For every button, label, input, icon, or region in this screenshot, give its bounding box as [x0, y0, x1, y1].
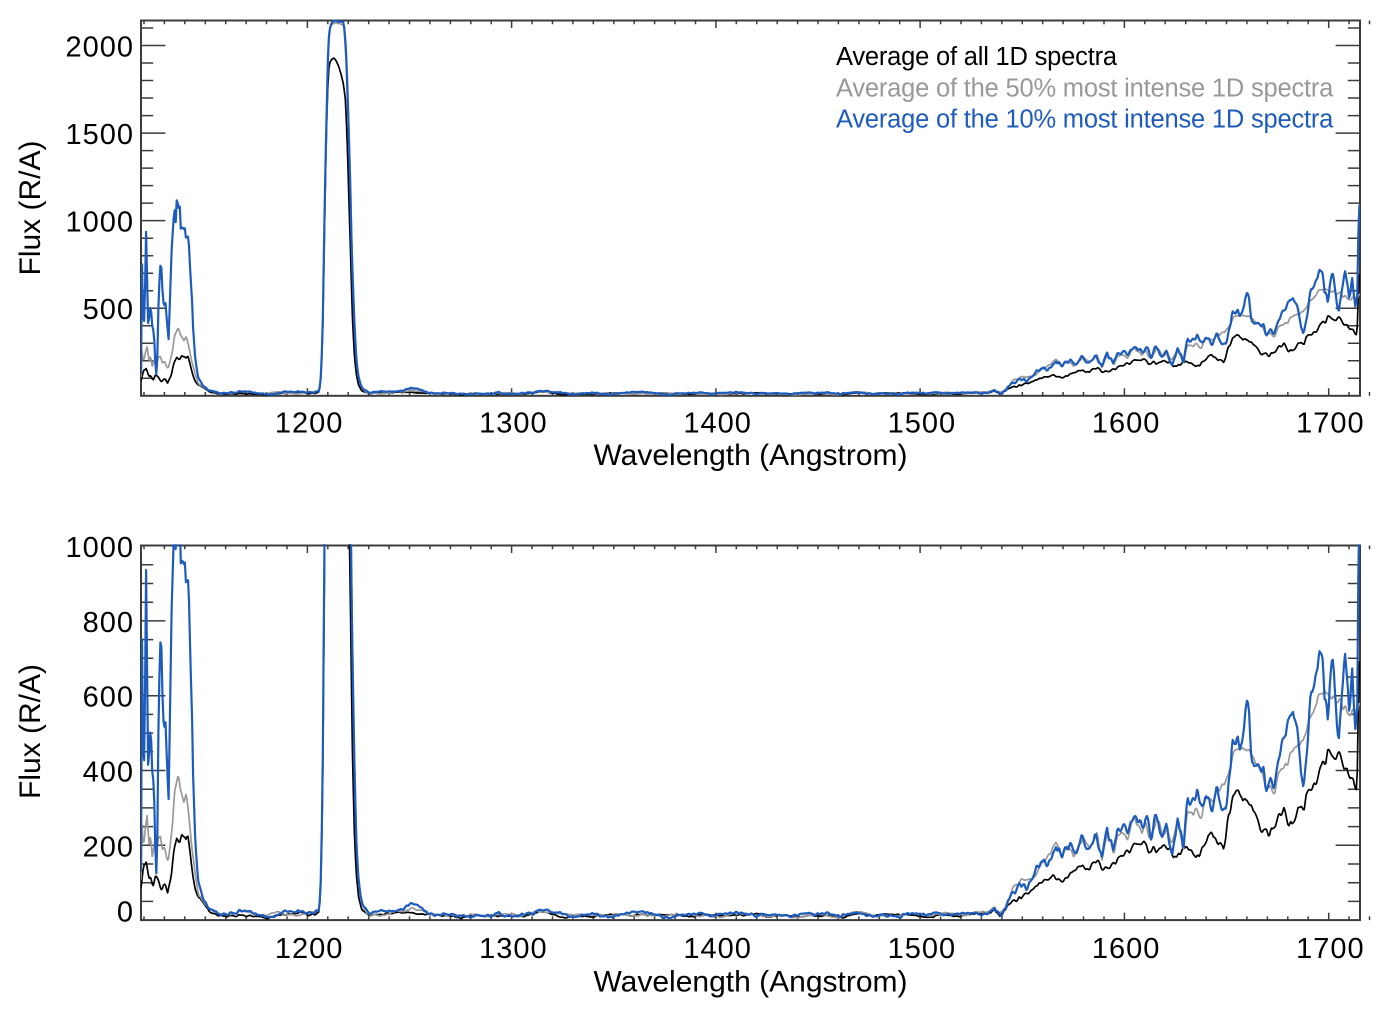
- svg-text:1000: 1000: [65, 532, 134, 564]
- svg-text:1300: 1300: [479, 933, 548, 965]
- svg-text:1200: 1200: [275, 933, 344, 965]
- svg-text:Average of all 1D spectra: Average of all 1D spectra: [836, 43, 1118, 71]
- svg-text:1700: 1700: [1296, 933, 1365, 965]
- svg-text:1500: 1500: [888, 933, 957, 965]
- svg-text:1600: 1600: [1092, 933, 1161, 965]
- svg-text:800: 800: [83, 607, 134, 639]
- svg-text:1200: 1200: [275, 408, 344, 440]
- svg-text:500: 500: [83, 294, 134, 326]
- svg-text:Flux (R/A): Flux (R/A): [14, 664, 47, 799]
- svg-text:Wavelength (Angstrom): Wavelength (Angstrom): [593, 966, 907, 999]
- svg-text:Average of the 50% most intens: Average of the 50% most intense 1D spect…: [836, 75, 1334, 103]
- svg-text:200: 200: [83, 831, 134, 863]
- svg-text:Flux (R/A): Flux (R/A): [14, 141, 47, 276]
- svg-text:Wavelength (Angstrom): Wavelength (Angstrom): [593, 439, 907, 472]
- svg-text:0: 0: [117, 897, 134, 929]
- svg-text:1600: 1600: [1092, 408, 1161, 440]
- svg-text:2000: 2000: [65, 32, 134, 64]
- svg-text:400: 400: [83, 757, 134, 789]
- svg-text:1000: 1000: [65, 207, 134, 239]
- svg-text:1300: 1300: [479, 408, 548, 440]
- svg-text:1400: 1400: [683, 933, 752, 965]
- svg-text:600: 600: [83, 682, 134, 714]
- svg-text:Average of the 10% most intens: Average of the 10% most intense 1D spect…: [836, 105, 1334, 133]
- svg-text:1700: 1700: [1296, 408, 1365, 440]
- svg-text:1500: 1500: [888, 408, 957, 440]
- svg-text:1400: 1400: [683, 408, 752, 440]
- svg-text:1500: 1500: [65, 119, 134, 151]
